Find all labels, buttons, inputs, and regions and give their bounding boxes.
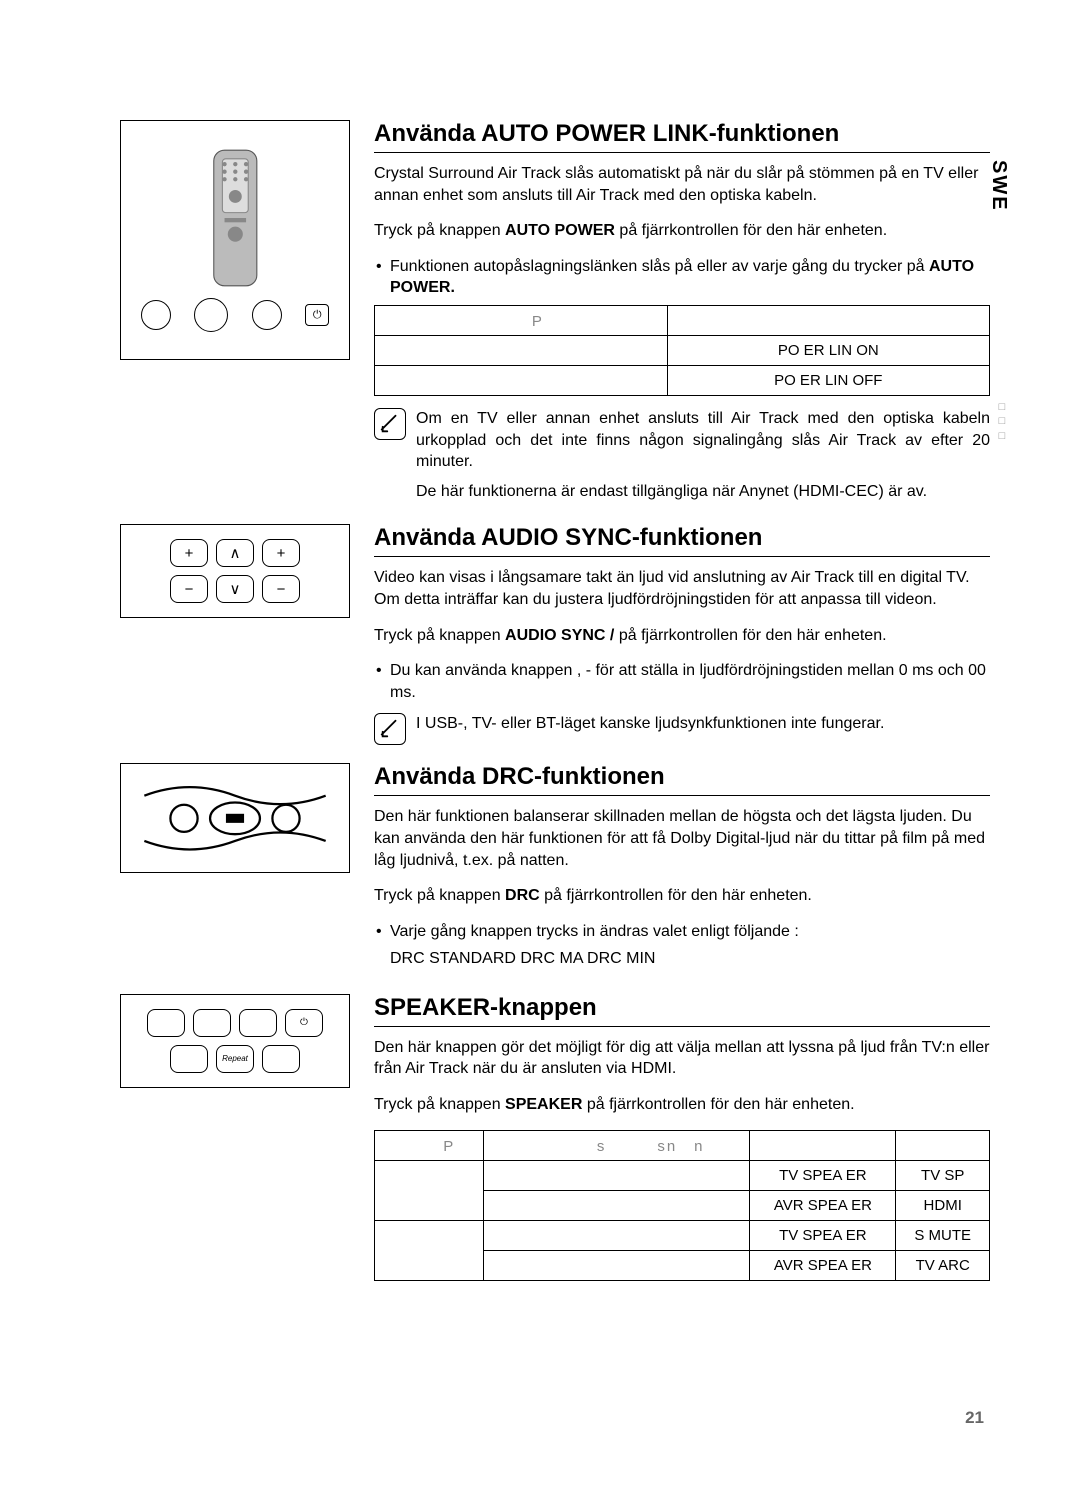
speaker-diagram: ⏻ Repeat: [120, 994, 350, 1088]
audio-sync-press: Tryck på knappen AUDIO SYNC / på fjärrko…: [374, 625, 990, 647]
audio-sync-note: I USB-, TV- eller BT-läget kanske ljudsy…: [416, 713, 884, 735]
remote-diagram: ⏻: [120, 120, 350, 360]
speaker-intro: Den här knappen gör det möjligt för dig …: [374, 1037, 990, 1080]
auto-power-table: P PO ER LIN ON PO ER LIN OFF: [374, 305, 990, 396]
auto-power-press: Tryck på knappen AUTO POWER på fjärrkont…: [374, 220, 990, 242]
audio-sync-bullet: Du kan använda knappen , - för att ställ…: [374, 660, 990, 703]
side-marker: □□□: [996, 400, 1008, 443]
language-tab: SWE: [987, 160, 1010, 212]
auto-power-title: Använda AUTO POWER LINK-funktionen: [374, 120, 990, 153]
drc-intro: Den här funktionen balanserar skillnaden…: [374, 806, 990, 871]
drc-bullet: Varje gång knappen trycks in ändras vale…: [374, 921, 990, 943]
auto-power-note1: Om en TV eller annan enhet ansluts till …: [416, 408, 990, 473]
drc-title: Använda DRC-funktionen: [374, 763, 990, 796]
sync-buttons-diagram: +∧+ −∨−: [120, 524, 350, 618]
auto-power-bullet: Funktionen autopåslagningslänken slås på…: [374, 256, 990, 299]
auto-power-intro: Crystal Surround Air Track slås automati…: [374, 163, 990, 206]
drc-press: Tryck på knappen DRC på fjärrkontrollen …: [374, 885, 990, 907]
audio-sync-intro: Video kan visas i långsamare takt än lju…: [374, 567, 990, 610]
page-number: 21: [965, 1408, 984, 1428]
speaker-press: Tryck på knappen SPEAKER på fjärrkontrol…: [374, 1094, 990, 1116]
drc-sequence: DRC STANDARD DRC MA DRC MIN: [374, 948, 990, 970]
drc-diagram: [120, 763, 350, 873]
note-icon: [374, 713, 406, 745]
speaker-table: P s sn n TV SPEA ER TV SP AVR SPEA ER HD…: [374, 1130, 990, 1281]
audio-sync-title: Använda AUDIO SYNC-funktionen: [374, 524, 990, 557]
speaker-title: SPEAKER-knappen: [374, 994, 990, 1027]
auto-power-note2: De här funktionerna är endast tillgängli…: [416, 481, 990, 503]
note-icon: [374, 408, 406, 440]
